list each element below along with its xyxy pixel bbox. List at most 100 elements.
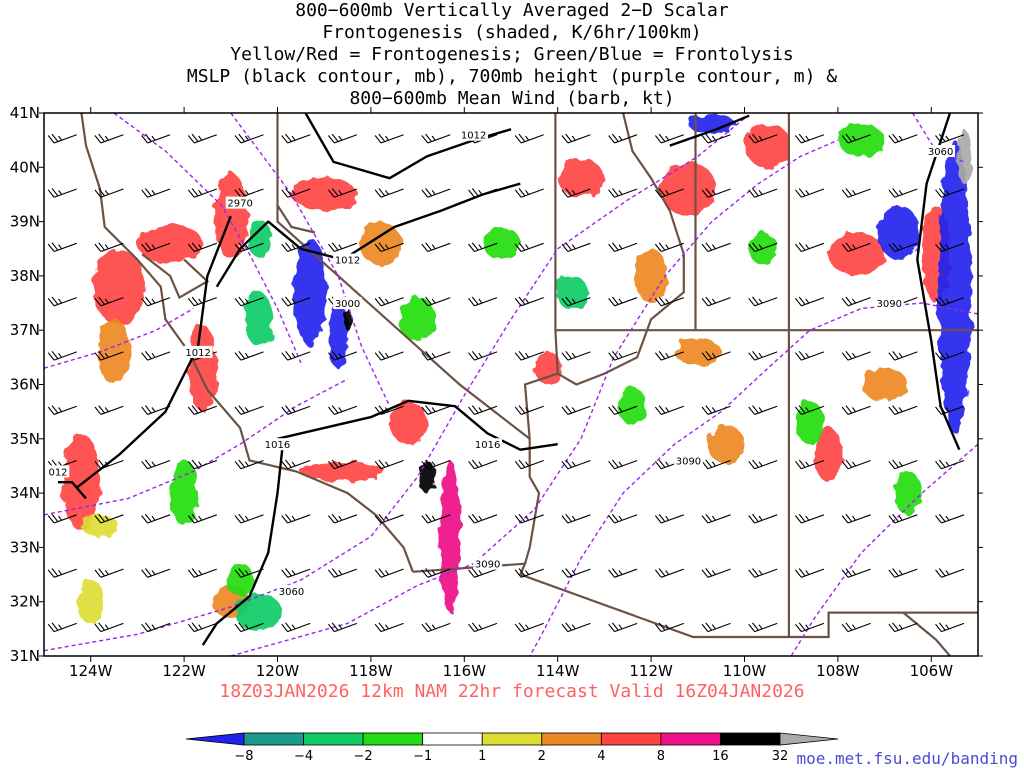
barb-half-feather <box>898 461 903 467</box>
height-contour <box>44 378 348 516</box>
wind-barb <box>234 568 264 578</box>
barb-feather <box>471 568 479 577</box>
barb-half-feather <box>151 189 156 195</box>
barb-staff <box>194 188 217 198</box>
wind-barb <box>514 405 544 415</box>
barb-staff <box>147 351 171 361</box>
barb-half-feather <box>525 570 530 575</box>
x-tick-label: 112W <box>629 662 673 680</box>
contour-label-bg <box>473 438 503 451</box>
x-tick-label: 106W <box>910 662 954 680</box>
barb-staff <box>567 297 591 307</box>
barb-half-feather <box>478 352 483 358</box>
wind-barb <box>888 405 918 415</box>
barb-half-feather <box>58 407 63 413</box>
barb-feather <box>795 569 802 578</box>
barb-feather <box>425 405 432 414</box>
barb-feather <box>285 405 292 414</box>
shading-blob <box>291 178 357 211</box>
barb-feather <box>238 513 246 523</box>
wind-barb <box>421 622 451 633</box>
barb-feather <box>238 405 246 414</box>
barb-half-feather <box>291 189 296 195</box>
wind-barb <box>935 405 965 415</box>
title-line-2: Frontogenesis (shaded, K/6hr/100km) <box>322 22 701 43</box>
barb-feather <box>658 296 666 305</box>
barb-feather <box>328 515 335 524</box>
wind-barb <box>281 513 311 524</box>
barb-feather <box>141 352 148 361</box>
wind-barb <box>748 568 778 578</box>
barb-feather <box>518 296 526 305</box>
barb-staff <box>661 297 684 307</box>
barb-half-feather <box>198 298 203 304</box>
barb-feather <box>238 350 246 360</box>
colorbar-left-arrow <box>185 732 245 746</box>
barb-feather <box>191 513 199 523</box>
barb-feather <box>658 513 666 523</box>
barb-staff <box>287 405 311 415</box>
barb-feather <box>281 623 289 632</box>
wind-barb <box>421 513 451 524</box>
barb-feather <box>938 405 946 414</box>
barb-feather <box>608 623 615 632</box>
barb-staff <box>147 188 171 198</box>
barb-feather <box>514 243 522 252</box>
barb-half-feather <box>571 515 576 521</box>
barb-feather <box>374 460 382 470</box>
barb-feather <box>752 622 759 631</box>
wind-barb <box>701 296 731 307</box>
barb-half-feather <box>151 570 156 575</box>
barb-feather <box>748 298 756 307</box>
barb-feather <box>748 623 756 632</box>
wind-barb <box>514 459 544 470</box>
barb-half-feather <box>851 515 856 521</box>
barb-half-feather <box>805 189 810 195</box>
barb-half-feather <box>945 189 950 195</box>
wind-barb <box>281 350 311 361</box>
barb-feather <box>191 568 199 577</box>
barb-half-feather <box>384 624 389 630</box>
barb-feather <box>752 350 759 360</box>
barb-feather <box>378 405 386 414</box>
barb-half-feather <box>104 352 109 358</box>
barb-feather <box>845 242 853 251</box>
contour-label: 3090 <box>475 560 500 571</box>
valid-time-line: 18Z03JAN2026 12km NAM 22hr forecast Vali… <box>219 681 804 702</box>
wind-barb <box>47 133 77 144</box>
barb-staff <box>380 297 404 307</box>
barb-feather <box>94 352 102 361</box>
wind-barb <box>935 350 965 361</box>
wind-barb <box>234 622 264 633</box>
barb-half-feather <box>711 407 716 413</box>
barb-feather <box>795 189 802 198</box>
barb-staff <box>801 460 825 470</box>
wind-barb <box>374 459 404 470</box>
colorbar-swatch <box>600 732 662 746</box>
barb-half-feather <box>431 135 436 141</box>
barb-feather <box>378 242 386 251</box>
barb-feather <box>421 298 429 307</box>
barb-half-feather <box>618 515 623 521</box>
barb-feather <box>561 623 569 632</box>
barb-half-feather <box>338 407 343 413</box>
barb-feather <box>705 296 713 305</box>
barb-feather <box>561 189 569 198</box>
barb-feather <box>187 135 195 144</box>
x-tick-label: 122W <box>162 662 206 680</box>
barb-feather <box>471 622 479 631</box>
barb-feather <box>285 459 292 468</box>
barb-staff <box>801 297 825 307</box>
wind-barb <box>888 622 918 633</box>
barb-feather <box>94 623 102 632</box>
colorbar-swatch <box>303 732 364 746</box>
barb-feather <box>144 350 152 360</box>
barb-half-feather <box>244 515 249 521</box>
wind-barb <box>561 568 591 578</box>
wind-barb <box>561 296 591 307</box>
barb-feather <box>888 623 896 632</box>
barb-staff <box>707 405 731 415</box>
barb-half-feather <box>711 244 716 250</box>
barb-feather <box>892 622 899 631</box>
wind-barb <box>468 568 498 578</box>
